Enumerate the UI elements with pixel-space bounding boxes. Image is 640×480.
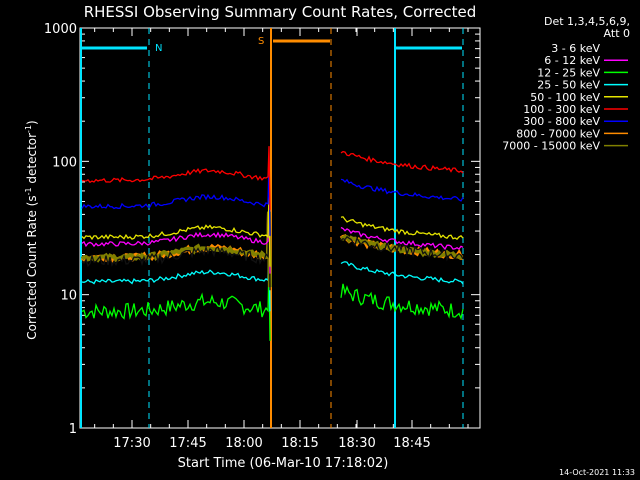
- series-segment-after: [340, 235, 464, 262]
- y-tick-label: 1000: [44, 22, 77, 37]
- y-axis-label-mid: detector: [25, 133, 39, 188]
- night-marker-label: N: [155, 43, 162, 54]
- legend-label-3: 25 - 50 keV: [537, 79, 600, 92]
- series-segment-before: [81, 236, 271, 312]
- y-axis-label-main: Corrected Count Rate (s: [25, 195, 39, 339]
- series-segment-before: [81, 191, 271, 267]
- series-line-1: [81, 198, 464, 274]
- y-axis-label-end: ): [25, 120, 39, 125]
- saa-marker-label: S: [258, 36, 264, 47]
- y-axis-label: Corrected Count Rate (s-1 detector-1): [24, 120, 39, 339]
- x-tick-label: 18:15: [281, 436, 318, 451]
- y-axis-label-sup1: -1: [24, 187, 33, 195]
- series-segment-before: [81, 146, 271, 210]
- y-tick-label: 10: [60, 289, 77, 304]
- series-line-4: [81, 191, 464, 267]
- x-tick-label: 18:30: [338, 436, 375, 451]
- x-axis-label: Start Time (06-Mar-10 17:18:02): [178, 456, 389, 471]
- legend-label-1: 6 - 12 keV: [544, 54, 600, 67]
- y-tick-label: 100: [52, 155, 77, 170]
- x-tick-label: 18:00: [225, 436, 262, 451]
- series-line-5: [81, 146, 464, 210]
- series-segment-after: [340, 226, 464, 251]
- legend-label-8: 7000 - 15000 keV: [502, 140, 600, 153]
- series-segment-before: [81, 214, 271, 291]
- legend-header-line2: Att 0: [604, 27, 630, 40]
- y-tick-label: 1: [69, 422, 77, 437]
- legend-header-line1: Det 1,3,4,5,6,9,: [544, 15, 630, 28]
- series-segment-after: [340, 150, 464, 174]
- series-segment-after: [340, 178, 464, 202]
- legend-label-0: 3 - 6 keV: [551, 42, 600, 55]
- legend-label-4: 50 - 100 keV: [530, 91, 600, 104]
- plot-frame: [79, 27, 481, 429]
- legend-label-5: 100 - 300 keV: [523, 103, 600, 116]
- legend-label-7: 800 - 7000 keV: [516, 127, 600, 140]
- series-segment-before: [81, 160, 271, 236]
- x-tick-label: 17:45: [169, 436, 206, 451]
- timestamp: 14-Oct-2021 11:33: [559, 468, 635, 477]
- legend-label-2: 12 - 25 keV: [537, 66, 600, 79]
- series-line-3: [81, 236, 464, 312]
- series-segment-before: [81, 198, 271, 274]
- series-segment-after: [340, 216, 464, 241]
- series-line-6: [81, 160, 464, 236]
- series-segment-after: [340, 283, 464, 321]
- chart-title: RHESSI Observing Summary Count Rates, Co…: [84, 3, 477, 21]
- series-segment-before: [81, 265, 271, 341]
- series-line-0: [81, 214, 464, 291]
- series-segment-after: [340, 234, 464, 260]
- plot-area: 17:30 17:45 18:00 18:15 18:30 18:45 1 10 100 1000…: [44, 22, 481, 451]
- series-segment-after: [340, 261, 464, 285]
- series-line-2: [81, 265, 464, 341]
- x-tick-label: 17:30: [113, 436, 150, 451]
- legend-label-6: 300 - 800 keV: [523, 115, 600, 128]
- y-axis-label-sup2: -1: [24, 125, 33, 133]
- x-tick-label: 18:45: [393, 436, 430, 451]
